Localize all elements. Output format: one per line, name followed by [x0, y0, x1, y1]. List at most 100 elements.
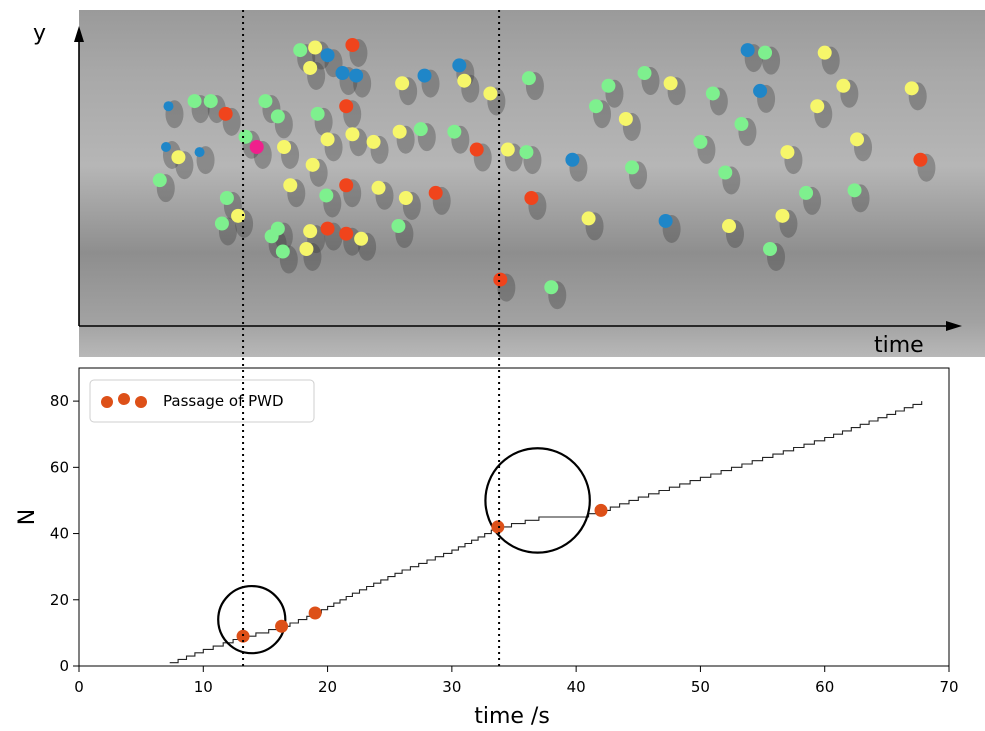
pedestrian-dot: [270, 109, 285, 124]
legend-marker: [135, 396, 147, 408]
pedestrian-dot: [521, 71, 536, 86]
pedestrian-dot: [258, 94, 273, 109]
pedestrian-dot: [758, 45, 773, 60]
y-ticks: 0 20 40 60 80: [50, 392, 79, 675]
pedestrian-dot: [625, 160, 640, 175]
pedestrian-dot: [817, 45, 832, 60]
y-tick-label: 60: [50, 458, 69, 476]
pwd-point: [308, 606, 322, 620]
pedestrian-dot: [718, 165, 733, 180]
pedestrian-dot: [836, 78, 851, 93]
pedestrian-dot: [371, 180, 386, 195]
pedestrian-dot: [413, 122, 428, 137]
pedestrian-dot: [658, 213, 673, 228]
y-tick-label: 40: [50, 525, 69, 543]
pedestrian-dot: [219, 191, 234, 205]
pedestrian-dot: [734, 117, 749, 132]
pedestrian-dot: [904, 81, 919, 96]
pedestrian-dot: [601, 78, 616, 93]
pedestrian-dot: [663, 76, 678, 91]
pedestrian-dot: [740, 43, 755, 58]
pedestrian-dot: [417, 68, 432, 83]
pedestrian-dot: [810, 99, 825, 114]
legend-marker: [101, 396, 113, 408]
pedestrian-dot: [398, 191, 413, 205]
space-time-image: [79, 10, 985, 357]
pedestrian-dot: [305, 157, 320, 172]
pedestrian-dot: [366, 134, 381, 149]
x-tick-label: 50: [691, 678, 710, 696]
pedestrian-dot: [335, 66, 350, 81]
pedestrian-dot: [214, 216, 229, 231]
pedestrian-dot: [320, 221, 335, 236]
pedestrian-dot: [308, 40, 323, 55]
pedestrian-dot: [395, 76, 410, 91]
pedestrian-dot: [637, 66, 652, 81]
pedestrian-dot: [500, 142, 515, 157]
pwd-point: [275, 619, 289, 633]
pedestrian-dot: [850, 132, 865, 147]
pedestrian-dots: [152, 38, 928, 295]
y-tick-label: 0: [59, 657, 69, 675]
cumulative-step-line: [169, 401, 923, 664]
pedestrian-dot: [310, 106, 325, 121]
pedestrian-dot: [283, 178, 298, 193]
pedestrian-dot: [705, 86, 720, 101]
top-y-axis-arrow-icon: [74, 26, 84, 42]
highlight-circle: [484, 447, 591, 554]
pedestrian-dot: [447, 124, 462, 139]
legend-marker: [118, 393, 130, 405]
pedestrian-dot: [392, 124, 407, 139]
pedestrian-dot: [354, 231, 369, 246]
pedestrian-dot: [693, 134, 708, 149]
pedestrian-dot: [391, 219, 406, 234]
pedestrian-dot: [187, 94, 202, 109]
pedestrian-dot: [544, 280, 559, 295]
pwd-point: [236, 629, 250, 643]
highlight-circles: [217, 447, 591, 655]
x-tick-label: 70: [939, 678, 958, 696]
x-tick-label: 0: [74, 678, 84, 696]
legend-box: [89, 379, 315, 423]
pedestrian-dot: [349, 68, 364, 83]
pedestrian-dot: [483, 86, 498, 101]
pedestrian-dot: [238, 129, 253, 144]
pedestrian-dot: [345, 38, 360, 52]
x-tick-label: 10: [194, 678, 213, 696]
top-x-axis-arrow-icon: [946, 321, 962, 331]
pedestrian-dot: [780, 145, 795, 160]
x-ticks: 0 10 20 30 40 50 60 70: [74, 666, 959, 696]
pedestrian-dot: [320, 132, 335, 147]
pedestrian-dot: [763, 242, 778, 256]
pedestrian-dot: [339, 99, 354, 114]
pedestrian-dot: [319, 188, 334, 203]
pedestrian-dot: [161, 142, 171, 152]
x-tick-label: 20: [318, 678, 337, 696]
event-dotted-lines: [242, 10, 501, 666]
pedestrian-dot: [524, 191, 539, 205]
pedestrian-dot: [457, 73, 472, 88]
pedestrian-dot: [589, 99, 604, 114]
pedestrian-dot: [565, 152, 580, 167]
pedestrian-dot: [277, 140, 292, 154]
legend-label: Passage of PWD: [163, 392, 284, 410]
pedestrian-dot: [519, 145, 534, 160]
pedestrian-dot: [194, 147, 205, 158]
y-axis-label: N: [15, 509, 40, 525]
y-tick-label: 20: [50, 591, 69, 609]
pedestrian-dot: [469, 142, 484, 157]
pedestrian-dot: [452, 58, 467, 73]
pedestrian-dot: [339, 178, 354, 193]
pedestrian-dot: [581, 211, 596, 226]
pedestrian-dot: [753, 83, 768, 98]
x-tick-label: 60: [815, 678, 834, 696]
pedestrian-dot: [231, 208, 246, 223]
top-x-label: time: [874, 333, 924, 358]
space-time-panel: y time: [33, 10, 985, 358]
pedestrian-dot: [203, 94, 218, 109]
pwd-points: [236, 503, 608, 643]
pwd-point: [491, 520, 505, 534]
pedestrian-dot: [618, 111, 633, 126]
pedestrian-dot: [847, 183, 862, 198]
